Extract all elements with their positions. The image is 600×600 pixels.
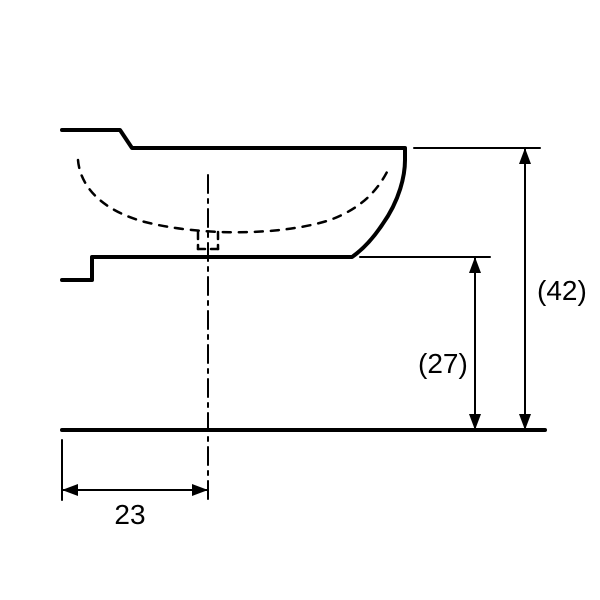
dimension-23: 23 — [62, 440, 208, 530]
dim-27-label: (27) — [418, 348, 468, 379]
dim-42-label: (42) — [537, 275, 587, 306]
fixture-outline — [62, 130, 405, 280]
bowl-inner-dashed — [78, 160, 388, 232]
dimension-27: (27) — [418, 257, 481, 430]
technical-drawing: 23 (42) (27) — [0, 0, 600, 600]
dimension-42: (42) — [519, 148, 587, 430]
dim-23-label: 23 — [114, 499, 145, 530]
